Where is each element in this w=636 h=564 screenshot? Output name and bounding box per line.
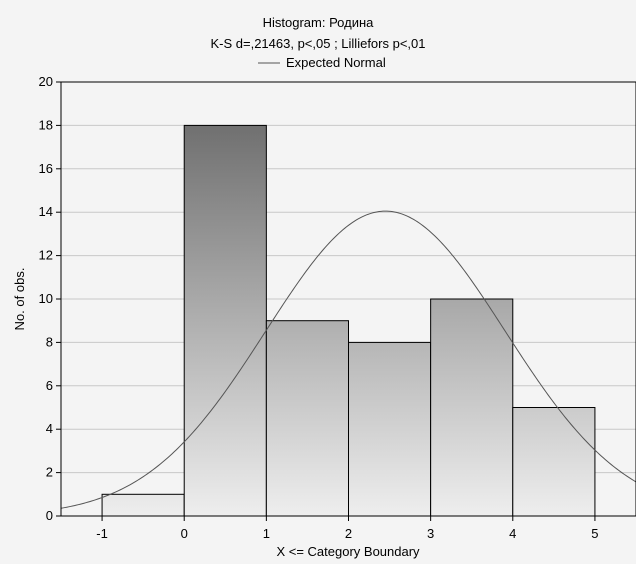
x-tick-label: 4 <box>509 526 516 541</box>
x-tick-label: 5 <box>591 526 598 541</box>
y-tick-label: 20 <box>39 74 53 89</box>
y-tick-label: 0 <box>46 508 53 523</box>
histogram-bar <box>265 320 350 517</box>
y-tick-label: 8 <box>46 334 53 349</box>
x-tick-label: -1 <box>96 526 108 541</box>
y-tick-label: 4 <box>46 421 53 436</box>
y-tick-label: 14 <box>39 204 53 219</box>
x-axis-label: X <= Category Boundary <box>276 544 420 559</box>
expected-normal-curve-group <box>60 210 636 509</box>
y-tick-label: 16 <box>39 161 53 176</box>
x-tick-label: 3 <box>427 526 434 541</box>
histogram-bars <box>101 124 596 517</box>
histogram-bar <box>430 298 514 517</box>
y-axis: 0 2 4 6 8 10 12 14 16 18 20 <box>39 74 61 523</box>
histogram-bar <box>348 341 432 517</box>
chart-title: Histogram: Родина <box>263 15 375 30</box>
expected-normal-curve <box>60 210 636 509</box>
x-tick-label: 0 <box>181 526 188 541</box>
legend: Expected Normal <box>258 55 386 70</box>
x-tick-label: 1 <box>263 526 270 541</box>
y-tick-label: 6 <box>46 378 53 393</box>
x-axis: -1 0 1 2 3 4 5 <box>96 516 599 541</box>
y-tick-label: 18 <box>39 117 53 132</box>
x-tick-label: 2 <box>345 526 352 541</box>
legend-label: Expected Normal <box>286 55 386 70</box>
histogram-bar <box>512 407 596 517</box>
chart-subtitle: K-S d=,21463, p<,05 ; Lilliefors p<,01 <box>210 36 425 51</box>
histogram-bar <box>183 124 267 517</box>
y-axis-label: No. of obs. <box>12 268 27 331</box>
y-tick-label: 12 <box>39 248 53 263</box>
histogram-bar <box>101 493 185 517</box>
y-tick-label: 10 <box>39 291 53 306</box>
y-tick-label: 2 <box>46 465 53 480</box>
